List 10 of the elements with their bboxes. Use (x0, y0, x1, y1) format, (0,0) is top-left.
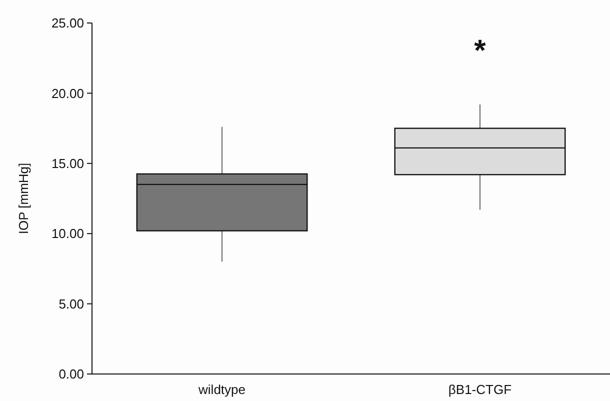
x-tick-label: βB1-CTGF (448, 382, 512, 397)
y-tick-label: 10.00 (51, 226, 84, 242)
y-tick-label: 5.00 (58, 296, 84, 312)
y-tick-label: 25.00 (51, 16, 84, 31)
x-tick-label: wildtype (198, 382, 246, 397)
y-tick-label: 0.00 (58, 366, 84, 382)
y-tick-label: 20.00 (51, 86, 84, 101)
y-axis-title: IOP [mmHg] (16, 162, 31, 234)
y-tick-label: 15.00 (51, 156, 84, 171)
annotation: * (474, 34, 486, 68)
